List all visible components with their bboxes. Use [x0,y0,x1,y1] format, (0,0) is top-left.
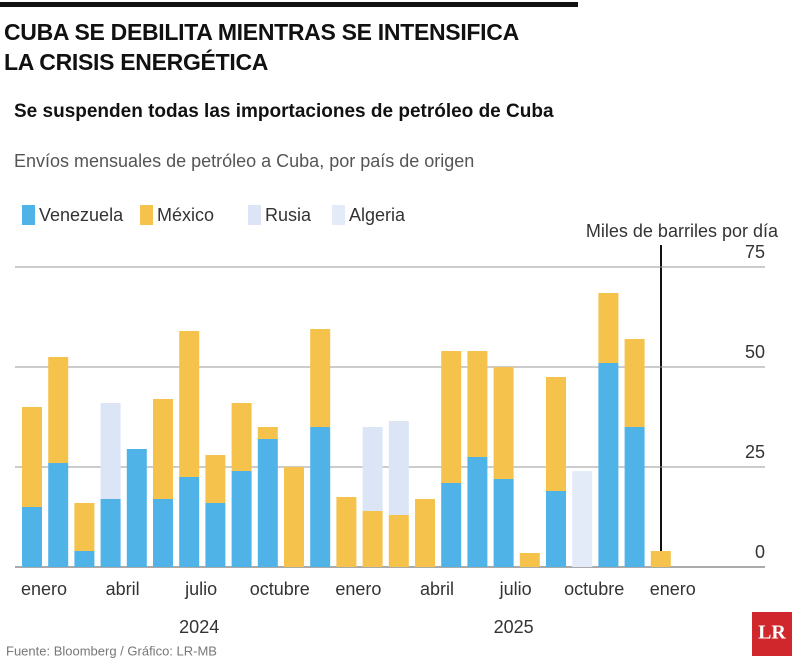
legend-swatch [22,205,35,225]
bar [48,357,69,463]
chart-description: Envíos mensuales de petróleo a Cuba, por… [14,151,474,171]
bar [153,399,173,499]
x-tick-label: julio [184,579,217,599]
y-tick-label: 25 [745,442,765,462]
bar [546,491,566,567]
bar [100,499,121,567]
bar [441,483,462,567]
chart-subtitle: Se suspenden todas las importaciones de … [14,101,554,122]
bar [22,507,42,567]
chart-title: LA CRISIS ENERGÉTICA [4,48,268,75]
bar [284,467,304,567]
bar [546,377,566,491]
legend-swatch [140,205,153,225]
legend-label: México [157,205,214,225]
bar [441,351,462,483]
legend-swatch [332,205,345,225]
bar [153,499,173,567]
bar [519,553,540,567]
bar [257,439,278,567]
bar [467,457,488,567]
bar [415,499,435,567]
legend-label: Venezuela [39,205,124,225]
bar [100,403,121,499]
logo-box [752,612,792,656]
bar [257,427,278,439]
year-label: 2024 [179,617,219,637]
bar [493,367,514,479]
bar [336,497,357,567]
x-tick-label: abril [420,579,454,599]
legend-swatch [248,205,261,225]
legend-label: Algeria [349,205,406,225]
x-tick-label: abril [106,579,140,599]
bar [205,503,226,567]
bar [48,463,69,567]
bar [388,515,409,567]
bar [598,293,619,363]
bar [624,427,645,567]
bar [22,407,42,507]
bar [650,551,671,567]
bar [310,329,331,427]
bar [74,503,95,551]
x-tick-label: julio [499,579,532,599]
x-tick-label: octubre [564,579,624,599]
x-tick-label: octubre [250,579,310,599]
bar [493,479,514,567]
top-rule [0,2,578,7]
bar [126,449,147,567]
chart-title: CUBA SE DEBILITA MIENTRAS SE INTENSIFICA [4,19,519,45]
bar [231,471,252,567]
bar [179,477,200,567]
bar [388,421,409,515]
logo: LR [758,622,786,644]
bar [179,331,200,477]
bar [74,551,95,567]
bar [598,363,619,567]
bar [231,403,252,471]
x-tick-label: enero [21,579,67,599]
legend-label: Rusia [265,205,312,225]
bar [362,511,383,567]
x-tick-label: enero [650,579,696,599]
bar [205,455,226,503]
y-tick-label: 75 [745,242,765,262]
bar [624,339,645,427]
bar [467,351,488,457]
y-axis-label: Miles de barriles por día [586,221,779,241]
source: Fuente: Bloomberg / Gráfico: LR-MB [6,643,217,658]
year-label: 2025 [494,617,534,637]
bar [362,427,383,511]
bar [572,471,593,567]
x-tick-label: enero [335,579,381,599]
bar [310,427,331,567]
y-tick-label: 50 [745,342,765,362]
y-tick-label: 0 [755,542,765,562]
